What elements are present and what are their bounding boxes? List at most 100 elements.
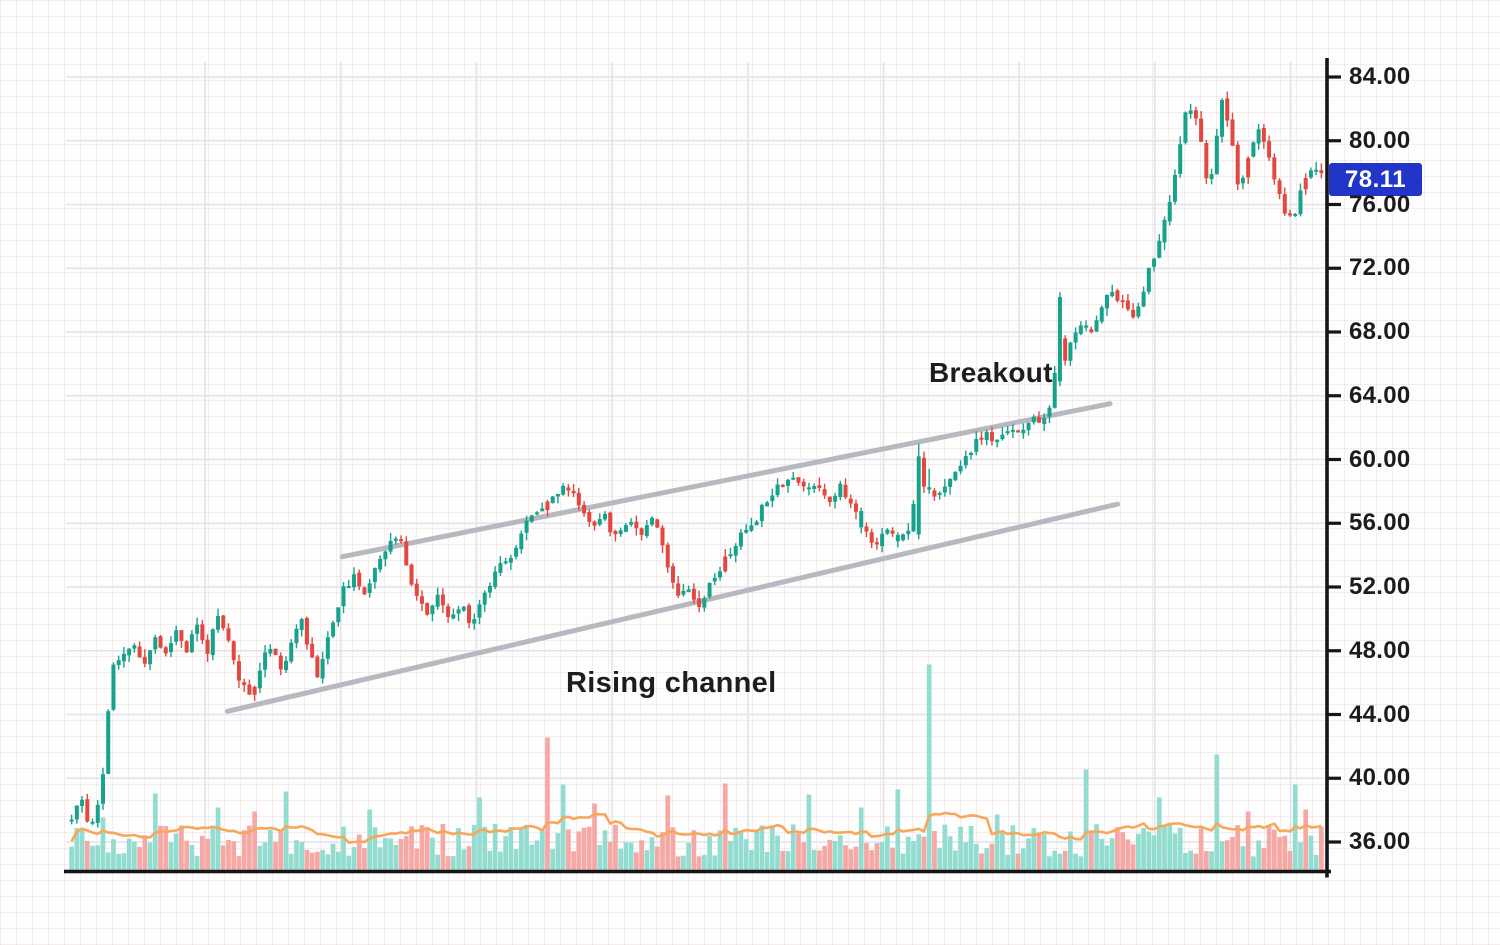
candle	[1267, 135, 1272, 162]
volume-bar	[618, 848, 624, 870]
candle	[540, 502, 545, 512]
volume-bar	[111, 839, 116, 870]
candle	[284, 656, 289, 674]
candle	[901, 533, 906, 542]
candle	[618, 527, 623, 537]
volume-bar	[958, 826, 963, 870]
candle	[545, 499, 550, 517]
volume-bar	[817, 850, 822, 870]
candle	[691, 583, 696, 604]
candle	[1293, 212, 1298, 217]
volume-bar	[1094, 824, 1099, 870]
candle	[1209, 168, 1214, 185]
candle	[791, 471, 796, 480]
candle	[1120, 294, 1125, 309]
candle	[587, 509, 592, 527]
volume-bar	[905, 836, 911, 870]
volume-bar	[226, 840, 231, 870]
volume-bar	[1015, 853, 1021, 870]
volume-bar	[1266, 826, 1272, 870]
candle	[221, 614, 226, 631]
candle	[142, 649, 147, 668]
candle	[655, 518, 660, 529]
volume-bar	[790, 824, 796, 870]
volume-bar	[1010, 825, 1016, 870]
volume-bar	[440, 824, 446, 870]
candle	[1152, 257, 1157, 272]
volume-bar	[456, 828, 461, 870]
volume-bar	[236, 856, 242, 870]
candle	[451, 608, 456, 620]
candle	[728, 547, 733, 559]
volume-bar	[733, 827, 739, 870]
candle	[472, 613, 477, 630]
candle	[310, 637, 315, 659]
candle	[153, 634, 158, 654]
candle	[953, 471, 958, 482]
volume-bar	[1303, 809, 1309, 870]
volume-bar	[853, 846, 859, 870]
volume-bar	[1162, 825, 1167, 870]
volume-bar	[926, 664, 932, 870]
candle	[351, 567, 356, 591]
price-tick-label: 48.00	[1349, 636, 1411, 664]
volume-bar	[257, 845, 263, 870]
volume-bar	[932, 831, 937, 870]
candle	[158, 634, 163, 649]
candle	[1298, 183, 1303, 217]
volume-bar	[827, 839, 833, 870]
candle	[754, 519, 759, 526]
candle	[90, 818, 95, 826]
candle	[100, 767, 105, 810]
volume-bar	[1047, 856, 1052, 870]
volume-bar	[414, 848, 420, 870]
volume-bar	[952, 850, 958, 870]
candle	[137, 641, 142, 658]
volume-bar	[539, 829, 545, 870]
candle	[174, 625, 179, 646]
volume-bar	[1277, 836, 1282, 870]
volume-bar	[247, 825, 252, 870]
volume-bar	[613, 824, 618, 870]
candle	[127, 648, 132, 663]
candle	[456, 605, 461, 622]
candle	[179, 630, 184, 648]
candle	[670, 563, 675, 589]
candle	[592, 520, 597, 531]
candle	[801, 478, 806, 492]
candle	[1099, 305, 1104, 324]
candle	[744, 524, 749, 534]
candle	[665, 542, 670, 573]
candle	[984, 429, 989, 446]
candle	[853, 499, 858, 520]
volume-bar	[1120, 832, 1126, 870]
candle	[1141, 286, 1146, 308]
candle	[1178, 136, 1183, 178]
candle	[650, 516, 655, 527]
candle	[1288, 209, 1293, 218]
candle	[812, 483, 817, 493]
candle	[1193, 106, 1198, 126]
candle	[487, 582, 492, 598]
volume-bar	[199, 835, 205, 870]
volume-bar	[121, 853, 127, 870]
volume-bar	[508, 827, 514, 870]
volume-bar	[294, 840, 299, 870]
candle	[435, 587, 440, 610]
volume-bar	[498, 851, 503, 870]
candle	[168, 636, 173, 658]
candle	[1256, 123, 1261, 150]
candle	[707, 582, 712, 599]
candle	[231, 640, 236, 665]
candle	[576, 487, 581, 511]
volume-bar	[712, 855, 718, 870]
volume-bar	[560, 784, 566, 870]
volume-bar	[973, 843, 979, 870]
candle	[1005, 426, 1010, 436]
candle	[969, 451, 974, 460]
candle	[257, 662, 262, 694]
price-tick-label: 68.00	[1349, 318, 1411, 345]
volume-bar	[869, 850, 875, 870]
volume-bar	[890, 847, 895, 870]
volume-bar	[1062, 850, 1068, 870]
